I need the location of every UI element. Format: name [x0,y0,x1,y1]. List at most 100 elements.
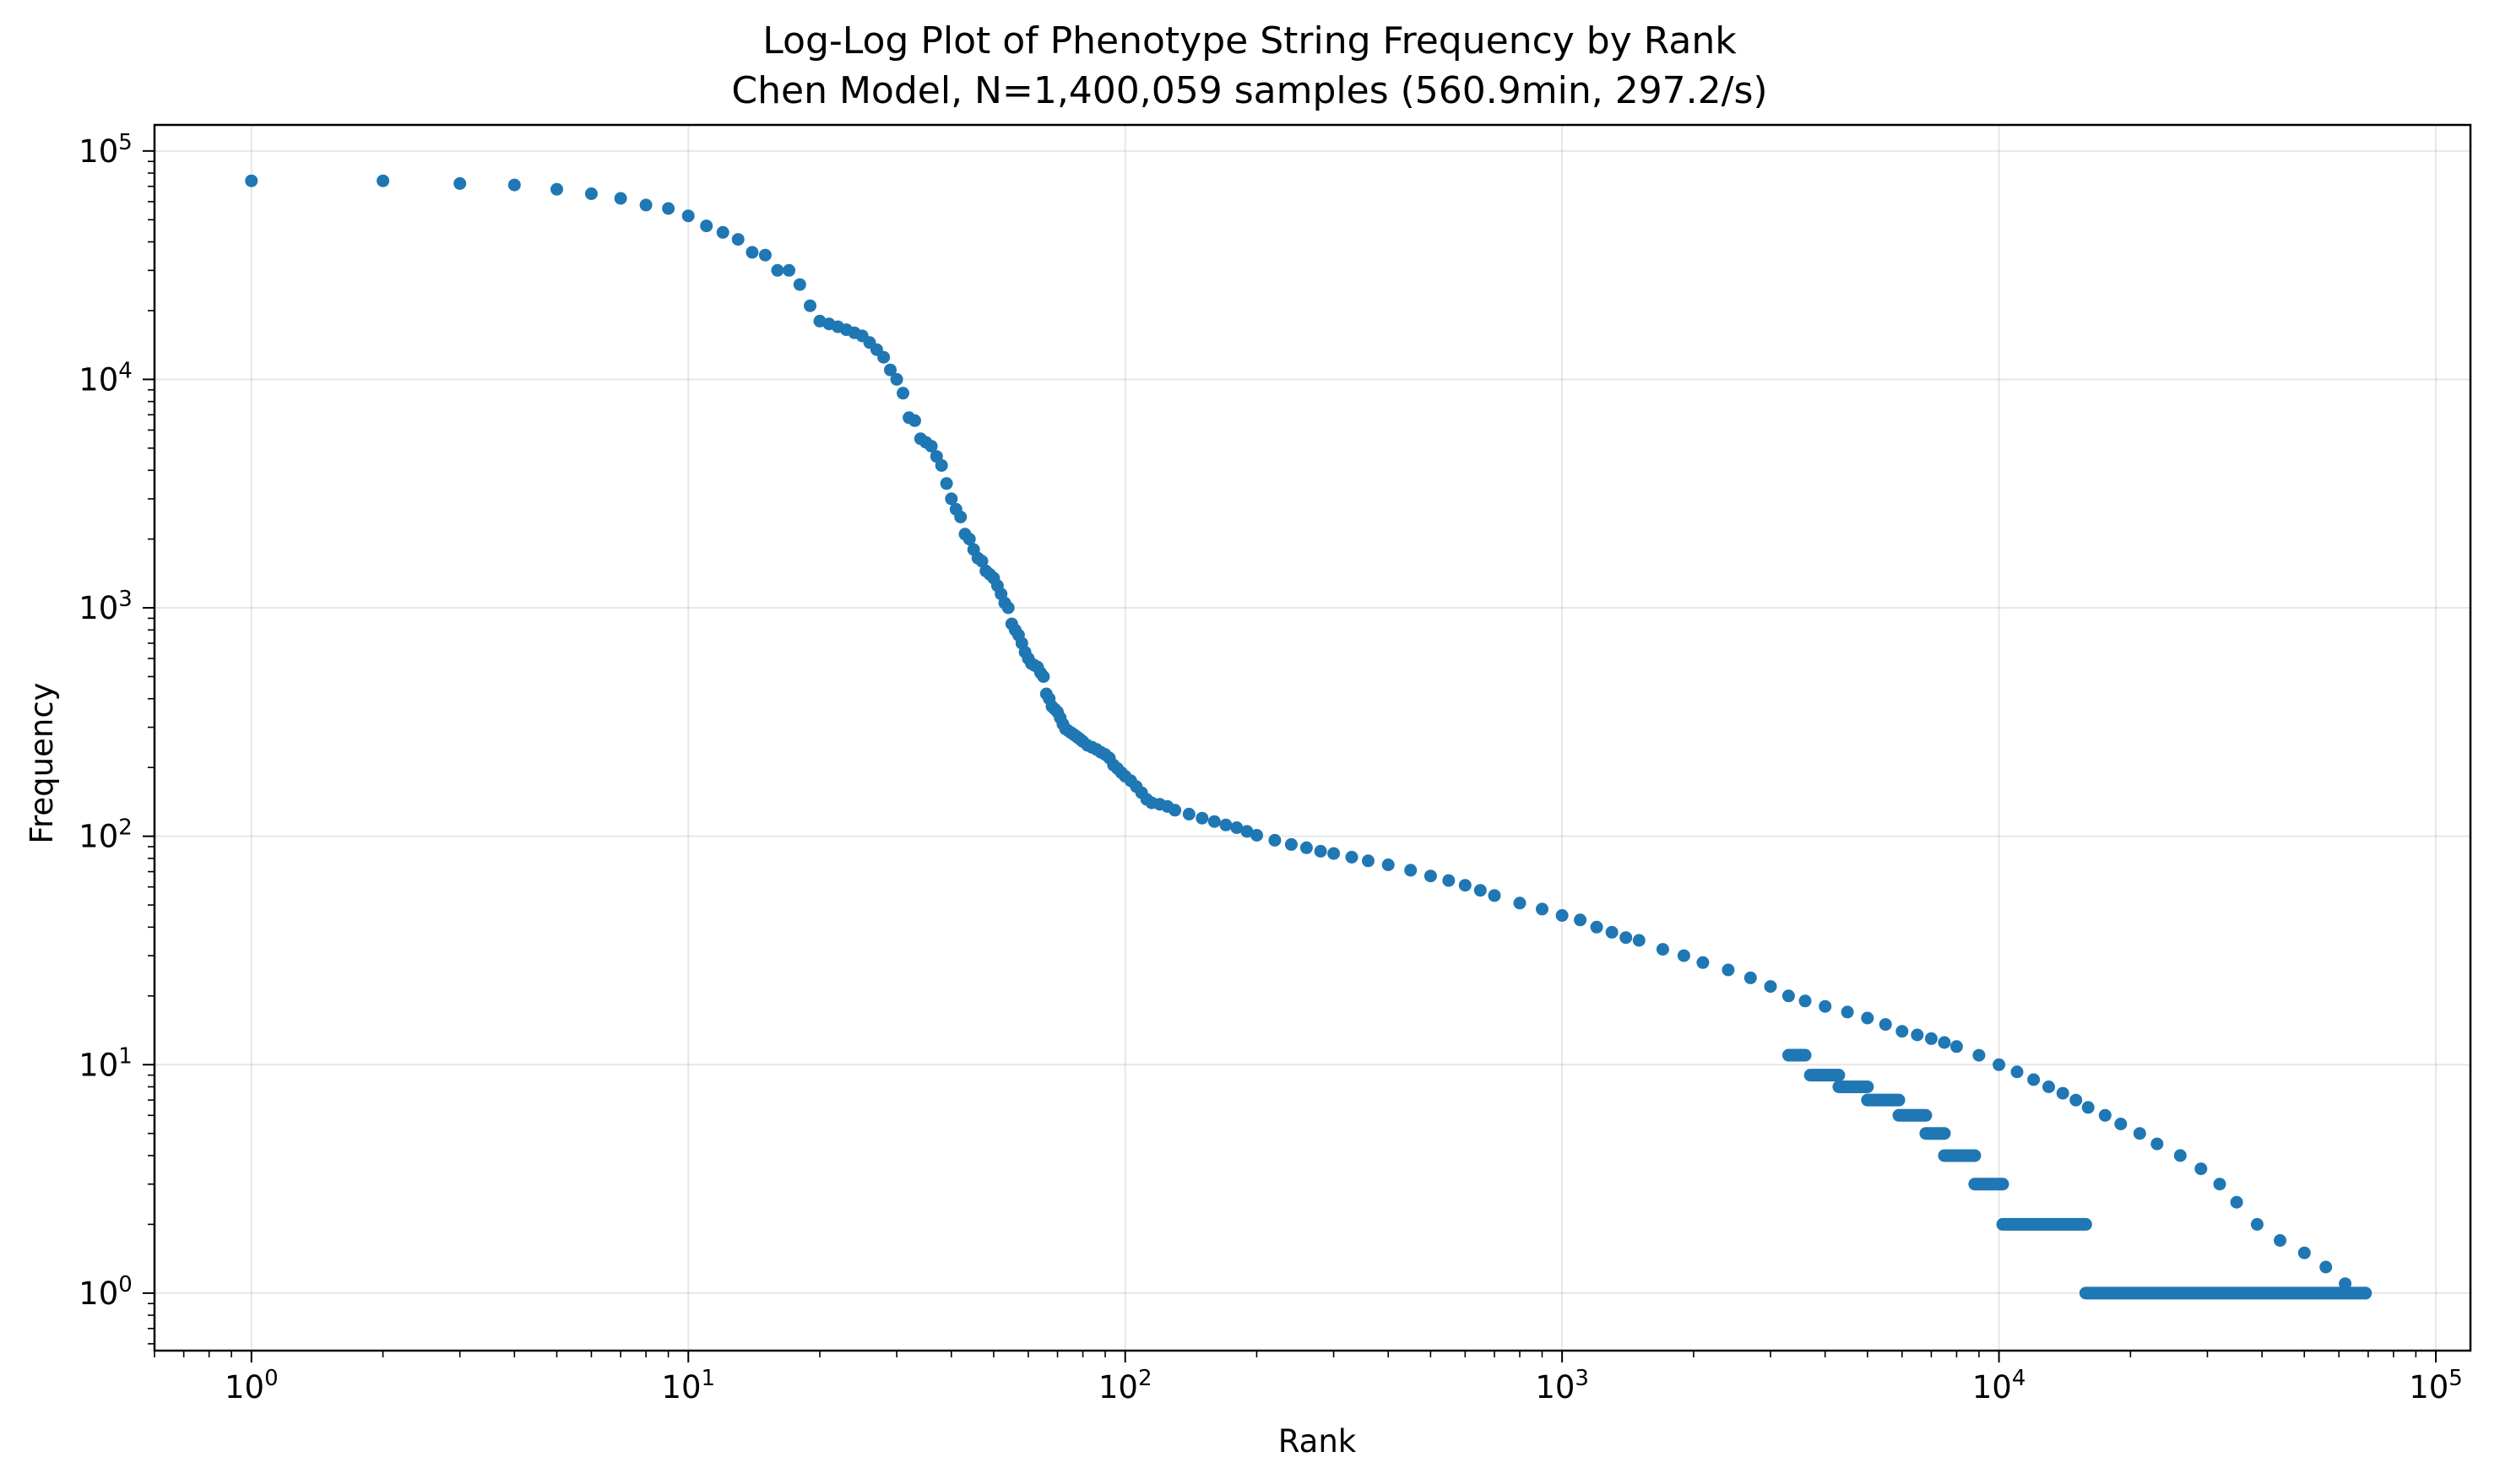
data-point [681,209,695,223]
data-point [940,477,953,490]
data-point [2173,1149,2187,1162]
data-point [1513,896,1527,910]
data-point [1656,943,1669,956]
data-point [884,363,897,376]
x-tick-label: 103 [1535,1366,1589,1405]
y-tick-label: 104 [79,358,133,398]
data-point [2133,1127,2146,1140]
data-points [245,174,2373,1300]
y-tick-label: 100 [79,1272,133,1312]
data-point [877,350,891,364]
data-point [783,263,795,277]
data-point [2274,1234,2286,1247]
data-point [1555,909,1569,922]
minor-ticks [148,160,2417,1357]
data-point [1458,879,1472,892]
x-tick-label: 104 [1972,1366,2026,1405]
data-point [758,248,772,262]
data-point [2010,1065,2024,1079]
data-point [1362,854,1375,868]
data-point [1798,994,1812,1008]
data-point [954,510,968,523]
data-point [2230,1195,2243,1209]
x-tick-label: 102 [1098,1366,1152,1405]
data-point [2056,1086,2069,1100]
y-tick-label: 101 [79,1043,133,1083]
data-point [2098,1108,2112,1122]
data-point [2250,1217,2264,1231]
data-point [550,182,563,196]
data-point [1677,949,1690,962]
data-point [453,176,467,190]
data-point [1169,804,1182,817]
data-point [1381,858,1395,871]
data-point [1696,956,1710,969]
data-point [1950,1040,1963,1053]
data-point [377,174,390,187]
data-point [1488,889,1501,902]
data-point [1250,829,1263,842]
data-point [1938,1036,1951,1049]
data-point [746,246,759,259]
data-point [1442,874,1456,887]
data-point [1993,1058,2006,1071]
y-tick-label: 102 [79,815,133,855]
data-point [1424,869,1437,883]
data-point [935,458,948,472]
data-point [2194,1162,2208,1176]
data-point [1722,963,1735,977]
data-point [908,414,921,427]
data-point [1327,847,1341,860]
data-point [925,440,938,453]
data-point [584,187,598,200]
data-point [1619,931,1633,945]
data-point [975,555,989,568]
data-point [897,387,909,400]
data-point [1230,821,1244,834]
data-point [1284,837,1298,851]
data-point [1819,999,1832,1013]
data-point [771,263,784,277]
data-point [1574,913,1587,927]
data-point [700,219,713,233]
data-point [1404,864,1418,877]
data-point [1632,934,1646,947]
data-point [1605,925,1619,939]
data-point [1879,1018,1892,1032]
data-point [1182,807,1196,821]
data-point [2069,1093,2083,1107]
data-point [945,492,958,506]
data-point [2081,1101,2095,1114]
data-point [1895,1025,1909,1038]
data-point [1743,971,1757,984]
x-tick-label: 105 [2409,1366,2463,1405]
data-point [1219,818,1233,831]
data-point [2027,1073,2041,1086]
y-tick-label: 105 [79,130,133,170]
data-point [1207,815,1221,828]
data-point [507,178,521,192]
data-point [1268,833,1282,847]
data-point [245,174,258,187]
data-point [2319,1260,2333,1274]
data-point [1001,601,1015,615]
data-point [1781,989,1795,1003]
y-tick-label: 103 [79,587,133,626]
data-point [731,233,745,246]
data-point [1841,1005,1854,1019]
data-point [1345,850,1358,864]
chart-subtitle: Chen Model, N=1,400,059 samples (560.9mi… [731,69,1767,112]
data-point [1196,811,1209,825]
data-point [1037,670,1050,683]
x-tick-label: 101 [661,1366,715,1405]
data-point [2213,1178,2226,1191]
data-point [716,225,729,239]
data-point [662,202,675,215]
data-point [1536,902,1548,916]
data-point [639,198,653,212]
data-point [804,299,816,312]
chart-title: Log-Log Plot of Phenotype String Frequen… [762,19,1737,62]
y-axis-label: Frequency [24,682,60,843]
major-ticks [143,149,2438,1362]
